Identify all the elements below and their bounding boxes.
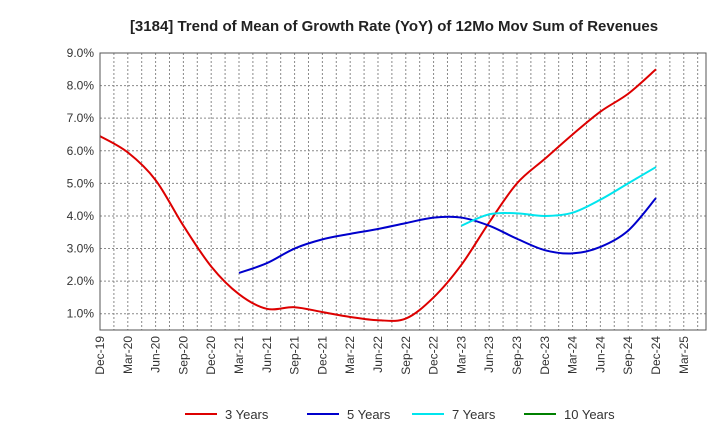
y-tick-label: 3.0% [67,242,95,256]
x-tick-label: Sep-20 [176,336,190,375]
legend-item-3-years: 3 Years [185,407,269,422]
x-tick-label: Sep-24 [621,336,635,375]
legend: 3 Years 5 Years 7 Years 10 Years [185,407,615,422]
x-tick-label: Dec-23 [538,336,552,375]
x-tick-label: Mar-24 [566,336,580,374]
x-tick-label: Dec-24 [649,336,663,375]
legend-item-5-years: 5 Years [307,407,391,422]
x-tick-label: Sep-23 [510,336,524,375]
plot-border [99,52,707,331]
series-line-5-years [238,197,657,274]
y-tick-label: 9.0% [67,46,95,60]
legend-label: 5 Years [347,407,391,422]
x-tick-label: Mar-23 [454,336,468,374]
y-tick-label: 4.0% [67,209,95,223]
y-tick-label: 6.0% [67,144,95,158]
y-tick-label: 8.0% [67,79,95,93]
x-tick-label: Dec-21 [315,336,329,375]
legend-item-10-years: 10 Years [524,407,615,422]
legend-label: 3 Years [225,407,269,422]
x-tick-label: Dec-22 [427,336,441,375]
x-tick-label: Dec-19 [93,336,107,375]
x-tick-label: Jun-24 [593,336,607,373]
series-line-7-years [460,166,657,227]
legend-label: 10 Years [564,407,615,422]
x-axis-ticks: Dec-19 Mar-20 Jun-20 Sep-20 Dec-20 Mar-21 Jun-… [93,336,691,375]
y-tick-label: 2.0% [67,274,95,288]
y-axis-ticks: 1.0% 2.0% 3.0% 4.0% 5.0% 6.0% 7.0% 8.0% 9.0% [67,46,95,321]
legend-label: 7 Years [452,407,496,422]
x-tick-label: Jun-23 [482,336,496,373]
chart-title: [3184] Trend of Mean of Growth Rate (YoY… [130,18,658,35]
x-tick-label: Jun-21 [260,336,274,373]
x-tick-label: Jun-22 [371,336,385,373]
legend-item-7-years: 7 Years [412,407,496,422]
y-tick-label: 1.0% [67,307,95,321]
series-line-3-years [99,68,657,322]
x-tick-label: Mar-20 [121,336,135,374]
y-tick-label: 7.0% [67,111,95,125]
series-lines [99,68,657,322]
x-tick-label: Sep-21 [288,336,302,375]
x-tick-label: Mar-21 [232,336,246,374]
x-tick-label: Mar-22 [343,336,357,374]
x-tick-label: Sep-22 [399,336,413,375]
plot-area [100,53,706,330]
y-tick-label: 5.0% [67,176,95,190]
x-tick-label: Dec-20 [204,336,218,375]
x-tick-label: Mar-25 [677,336,691,374]
x-tick-label: Jun-20 [149,336,163,373]
